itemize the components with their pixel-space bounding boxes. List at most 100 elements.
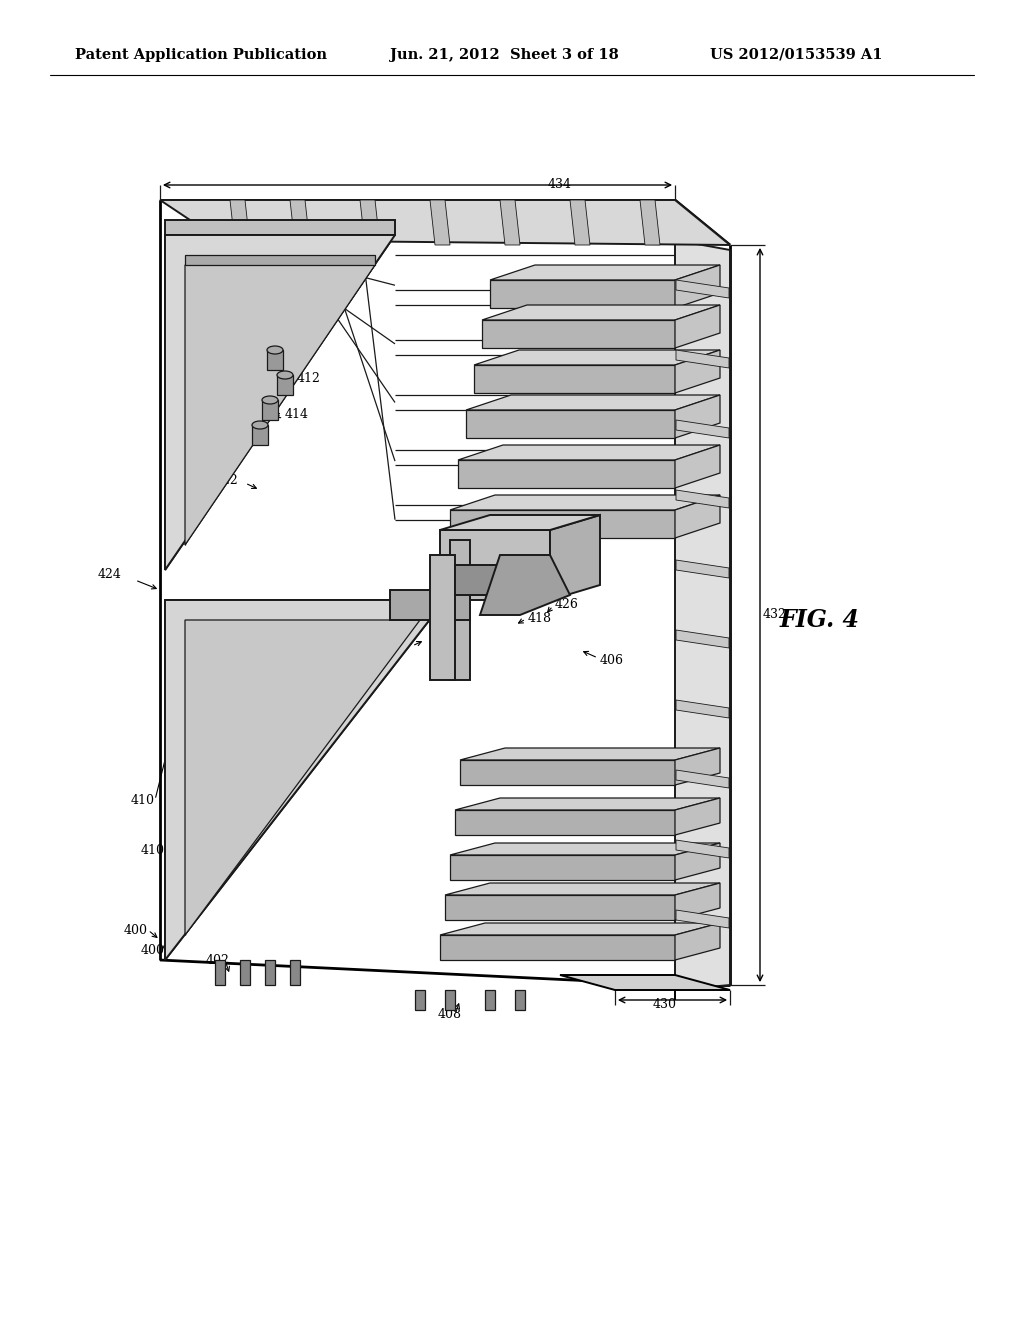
Text: 422: 422 xyxy=(214,474,238,487)
Polygon shape xyxy=(165,601,445,960)
Text: 410: 410 xyxy=(131,793,155,807)
Text: 420: 420 xyxy=(534,546,557,560)
Polygon shape xyxy=(675,843,720,880)
Polygon shape xyxy=(560,975,730,990)
Text: FIG. 4: FIG. 4 xyxy=(780,609,860,632)
Polygon shape xyxy=(460,748,720,760)
Polygon shape xyxy=(440,515,600,531)
Polygon shape xyxy=(490,265,720,280)
Polygon shape xyxy=(165,235,395,570)
Polygon shape xyxy=(474,366,675,393)
Text: 400: 400 xyxy=(124,924,148,936)
Text: 430: 430 xyxy=(653,998,677,1011)
Polygon shape xyxy=(458,459,675,488)
Polygon shape xyxy=(675,265,720,308)
Polygon shape xyxy=(675,883,720,920)
Text: 432: 432 xyxy=(763,609,786,622)
Text: Patent Application Publication: Patent Application Publication xyxy=(75,48,327,62)
Polygon shape xyxy=(265,960,275,985)
Polygon shape xyxy=(675,395,720,438)
Polygon shape xyxy=(466,411,675,438)
Polygon shape xyxy=(515,990,525,1010)
Polygon shape xyxy=(550,515,600,601)
Polygon shape xyxy=(445,895,675,920)
Polygon shape xyxy=(440,531,550,601)
Polygon shape xyxy=(500,201,520,246)
Polygon shape xyxy=(185,620,420,935)
Ellipse shape xyxy=(262,396,278,404)
Polygon shape xyxy=(455,565,520,595)
Polygon shape xyxy=(675,495,720,539)
Polygon shape xyxy=(675,748,720,785)
Polygon shape xyxy=(360,201,380,246)
Polygon shape xyxy=(160,201,730,246)
Polygon shape xyxy=(675,350,720,393)
Polygon shape xyxy=(675,799,720,836)
Polygon shape xyxy=(252,425,268,445)
Polygon shape xyxy=(675,445,720,488)
Polygon shape xyxy=(185,255,375,265)
Text: 402: 402 xyxy=(206,953,230,966)
Polygon shape xyxy=(430,554,455,680)
Polygon shape xyxy=(570,201,590,246)
Ellipse shape xyxy=(267,346,283,354)
Polygon shape xyxy=(215,960,225,985)
Text: 412: 412 xyxy=(297,371,321,384)
Ellipse shape xyxy=(278,371,293,379)
Polygon shape xyxy=(267,350,283,370)
Polygon shape xyxy=(676,630,729,648)
Text: 424: 424 xyxy=(98,569,122,582)
Polygon shape xyxy=(466,395,720,411)
Polygon shape xyxy=(290,201,310,246)
Polygon shape xyxy=(676,280,729,298)
Polygon shape xyxy=(485,990,495,1010)
Polygon shape xyxy=(676,350,729,368)
Polygon shape xyxy=(390,590,470,620)
Polygon shape xyxy=(430,201,450,246)
Polygon shape xyxy=(640,201,660,246)
Polygon shape xyxy=(450,495,720,510)
Polygon shape xyxy=(278,375,293,395)
Polygon shape xyxy=(675,923,720,960)
Polygon shape xyxy=(460,760,675,785)
Polygon shape xyxy=(450,510,675,539)
Polygon shape xyxy=(165,220,395,235)
Polygon shape xyxy=(676,560,729,578)
Polygon shape xyxy=(675,305,720,348)
Polygon shape xyxy=(455,799,720,810)
Polygon shape xyxy=(482,305,720,319)
Text: 416: 416 xyxy=(295,335,319,348)
Polygon shape xyxy=(676,420,729,438)
Polygon shape xyxy=(676,770,729,788)
Polygon shape xyxy=(455,810,675,836)
Polygon shape xyxy=(675,240,730,990)
Polygon shape xyxy=(262,400,278,420)
Text: 434: 434 xyxy=(548,178,572,191)
Polygon shape xyxy=(185,265,375,545)
Polygon shape xyxy=(490,280,675,308)
Text: Jun. 21, 2012  Sheet 3 of 18: Jun. 21, 2012 Sheet 3 of 18 xyxy=(390,48,618,62)
Polygon shape xyxy=(474,350,720,366)
Polygon shape xyxy=(676,700,729,718)
Text: 400: 400 xyxy=(141,944,165,957)
Text: US 2012/0153539 A1: US 2012/0153539 A1 xyxy=(710,48,883,62)
Text: 418: 418 xyxy=(528,611,552,624)
Polygon shape xyxy=(440,935,675,960)
Text: 410: 410 xyxy=(141,843,165,857)
Text: 404: 404 xyxy=(515,532,539,544)
Polygon shape xyxy=(445,990,455,1010)
Polygon shape xyxy=(676,840,729,858)
Polygon shape xyxy=(290,960,300,985)
Polygon shape xyxy=(230,201,250,246)
Polygon shape xyxy=(450,855,675,880)
Polygon shape xyxy=(440,923,720,935)
Polygon shape xyxy=(445,883,720,895)
Text: 408: 408 xyxy=(438,1008,462,1022)
Text: 406: 406 xyxy=(600,653,624,667)
Ellipse shape xyxy=(252,421,268,429)
Polygon shape xyxy=(458,445,720,459)
Polygon shape xyxy=(676,490,729,508)
Text: 414: 414 xyxy=(285,408,309,421)
Text: 426: 426 xyxy=(555,598,579,610)
Polygon shape xyxy=(480,554,570,615)
